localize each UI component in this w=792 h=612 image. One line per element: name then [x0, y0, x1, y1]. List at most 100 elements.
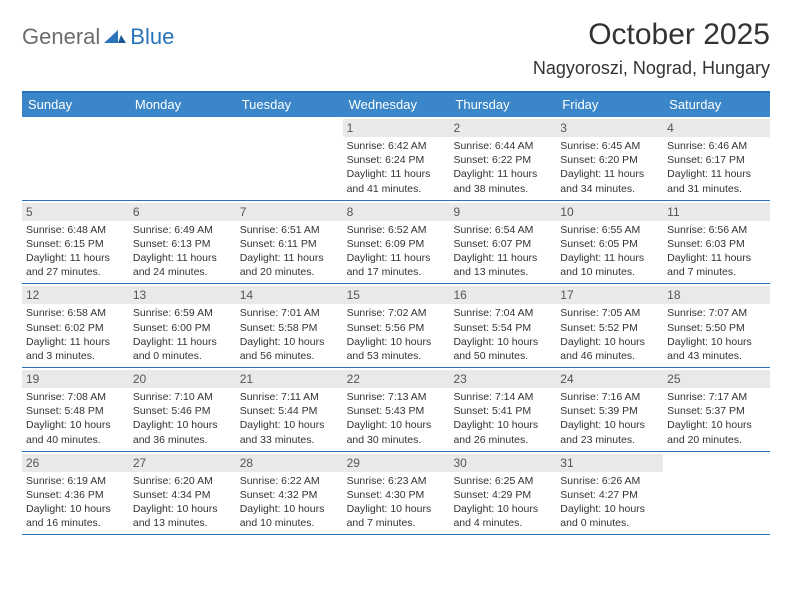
sunset-text: Sunset: 5:58 PM: [240, 321, 339, 335]
day-number: 15: [343, 286, 450, 304]
dow-cell: Saturday: [663, 93, 770, 117]
sunset-text: Sunset: 6:24 PM: [347, 153, 446, 167]
daylight-text-2: and 38 minutes.: [453, 182, 552, 196]
sunset-text: Sunset: 5:50 PM: [667, 321, 766, 335]
daylight-text-1: Daylight: 11 hours: [347, 251, 446, 265]
daylight-text-2: and 10 minutes.: [560, 265, 659, 279]
daylight-text-1: Daylight: 10 hours: [667, 335, 766, 349]
week-row: 26Sunrise: 6:19 AMSunset: 4:36 PMDayligh…: [22, 452, 770, 536]
day-number: 14: [236, 286, 343, 304]
sunset-text: Sunset: 4:36 PM: [26, 488, 125, 502]
sunset-text: Sunset: 6:11 PM: [240, 237, 339, 251]
daylight-text-2: and 20 minutes.: [667, 433, 766, 447]
day-cell: 25Sunrise: 7:17 AMSunset: 5:37 PMDayligh…: [663, 368, 770, 451]
sunset-text: Sunset: 4:34 PM: [133, 488, 232, 502]
empty-day-cell: .: [663, 452, 770, 535]
sunrise-text: Sunrise: 6:44 AM: [453, 139, 552, 153]
daylight-text-1: Daylight: 11 hours: [453, 251, 552, 265]
daylight-text-2: and 10 minutes.: [240, 516, 339, 530]
daylight-text-2: and 7 minutes.: [347, 516, 446, 530]
daylight-text-2: and 33 minutes.: [240, 433, 339, 447]
weeks-container: ...1Sunrise: 6:42 AMSunset: 6:24 PMDayli…: [22, 117, 770, 535]
sunset-text: Sunset: 6:09 PM: [347, 237, 446, 251]
daylight-text-1: Daylight: 11 hours: [667, 251, 766, 265]
daylight-text-2: and 34 minutes.: [560, 182, 659, 196]
daylight-text-1: Daylight: 10 hours: [453, 335, 552, 349]
sunrise-text: Sunrise: 7:16 AM: [560, 390, 659, 404]
day-number: 13: [129, 286, 236, 304]
sunrise-text: Sunrise: 6:45 AM: [560, 139, 659, 153]
sunset-text: Sunset: 6:22 PM: [453, 153, 552, 167]
daylight-text-2: and 13 minutes.: [453, 265, 552, 279]
location-text: Nagyoroszi, Nograd, Hungary: [533, 58, 770, 79]
sunrise-text: Sunrise: 6:42 AM: [347, 139, 446, 153]
daylight-text-2: and 50 minutes.: [453, 349, 552, 363]
day-cell: 15Sunrise: 7:02 AMSunset: 5:56 PMDayligh…: [343, 284, 450, 367]
daylight-text-2: and 40 minutes.: [26, 433, 125, 447]
sunset-text: Sunset: 4:32 PM: [240, 488, 339, 502]
day-cell: 14Sunrise: 7:01 AMSunset: 5:58 PMDayligh…: [236, 284, 343, 367]
daylight-text-1: Daylight: 10 hours: [133, 502, 232, 516]
day-number: 31: [556, 454, 663, 472]
day-cell: 28Sunrise: 6:22 AMSunset: 4:32 PMDayligh…: [236, 452, 343, 535]
header: General Blue October 2025 Nagyoroszi, No…: [22, 18, 770, 79]
daylight-text-1: Daylight: 11 hours: [240, 251, 339, 265]
sunrise-text: Sunrise: 7:11 AM: [240, 390, 339, 404]
daylight-text-2: and 3 minutes.: [26, 349, 125, 363]
sunset-text: Sunset: 6:05 PM: [560, 237, 659, 251]
dow-cell: Friday: [556, 93, 663, 117]
day-cell: 30Sunrise: 6:25 AMSunset: 4:29 PMDayligh…: [449, 452, 556, 535]
daylight-text-2: and 17 minutes.: [347, 265, 446, 279]
day-number: 7: [236, 203, 343, 221]
empty-day-cell: .: [129, 117, 236, 200]
day-number: 23: [449, 370, 556, 388]
day-number: 26: [22, 454, 129, 472]
daylight-text-2: and 16 minutes.: [26, 516, 125, 530]
daylight-text-1: Daylight: 11 hours: [133, 251, 232, 265]
sunrise-text: Sunrise: 6:20 AM: [133, 474, 232, 488]
day-cell: 2Sunrise: 6:44 AMSunset: 6:22 PMDaylight…: [449, 117, 556, 200]
sunset-text: Sunset: 6:20 PM: [560, 153, 659, 167]
sunrise-text: Sunrise: 6:49 AM: [133, 223, 232, 237]
daylight-text-2: and 24 minutes.: [133, 265, 232, 279]
sunrise-text: Sunrise: 6:48 AM: [26, 223, 125, 237]
daylight-text-1: Daylight: 11 hours: [560, 251, 659, 265]
daylight-text-1: Daylight: 11 hours: [26, 251, 125, 265]
sunrise-text: Sunrise: 6:56 AM: [667, 223, 766, 237]
sunrise-text: Sunrise: 7:05 AM: [560, 306, 659, 320]
sunset-text: Sunset: 5:48 PM: [26, 404, 125, 418]
day-number: 4: [663, 119, 770, 137]
sunrise-text: Sunrise: 6:26 AM: [560, 474, 659, 488]
day-cell: 4 Sunrise: 6:46 AMSunset: 6:17 PMDaylight…: [663, 117, 770, 200]
sunrise-text: Sunrise: 6:22 AM: [240, 474, 339, 488]
day-cell: 9Sunrise: 6:54 AMSunset: 6:07 PMDaylight…: [449, 201, 556, 284]
daylight-text-1: Daylight: 10 hours: [133, 418, 232, 432]
logo-mark-icon: [104, 26, 126, 49]
sunset-text: Sunset: 5:43 PM: [347, 404, 446, 418]
week-row: 19Sunrise: 7:08 AMSunset: 5:48 PMDayligh…: [22, 368, 770, 452]
sunset-text: Sunset: 5:46 PM: [133, 404, 232, 418]
week-row: 5Sunrise: 6:48 AMSunset: 6:15 PMDaylight…: [22, 201, 770, 285]
sunrise-text: Sunrise: 6:46 AM: [667, 139, 766, 153]
day-of-week-header: SundayMondayTuesdayWednesdayThursdayFrid…: [22, 93, 770, 117]
daylight-text-2: and 20 minutes.: [240, 265, 339, 279]
daylight-text-1: Daylight: 11 hours: [667, 167, 766, 181]
day-cell: 29Sunrise: 6:23 AMSunset: 4:30 PMDayligh…: [343, 452, 450, 535]
title-block: October 2025 Nagyoroszi, Nograd, Hungary: [533, 18, 770, 79]
day-number: 10: [556, 203, 663, 221]
day-number: 20: [129, 370, 236, 388]
daylight-text-1: Daylight: 11 hours: [453, 167, 552, 181]
sunset-text: Sunset: 6:07 PM: [453, 237, 552, 251]
daylight-text-2: and 4 minutes.: [453, 516, 552, 530]
day-cell: 5Sunrise: 6:48 AMSunset: 6:15 PMDaylight…: [22, 201, 129, 284]
day-number: 3: [556, 119, 663, 137]
day-cell: 21Sunrise: 7:11 AMSunset: 5:44 PMDayligh…: [236, 368, 343, 451]
daylight-text-1: Daylight: 10 hours: [560, 502, 659, 516]
sunset-text: Sunset: 4:27 PM: [560, 488, 659, 502]
dow-cell: Wednesday: [343, 93, 450, 117]
day-cell: 3Sunrise: 6:45 AMSunset: 6:20 PMDaylight…: [556, 117, 663, 200]
daylight-text-1: Daylight: 11 hours: [347, 167, 446, 181]
daylight-text-2: and 13 minutes.: [133, 516, 232, 530]
sunset-text: Sunset: 6:17 PM: [667, 153, 766, 167]
day-cell: 13Sunrise: 6:59 AMSunset: 6:00 PMDayligh…: [129, 284, 236, 367]
